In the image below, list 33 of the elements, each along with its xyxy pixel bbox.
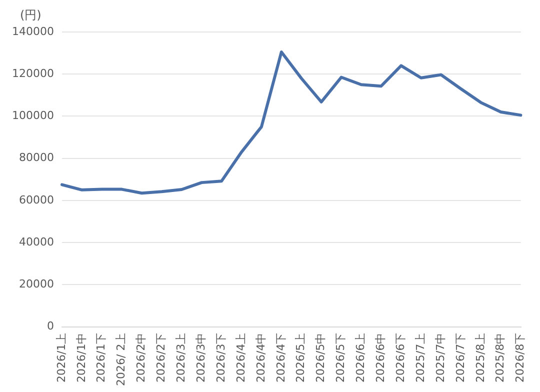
x-tick-label: 2026/3下: [214, 332, 228, 383]
x-tick-label: 2026/8下: [514, 332, 527, 383]
x-tick-label: 2026/1下: [94, 332, 108, 383]
x-tick-label: 2026/3中: [194, 332, 208, 383]
x-tick-label: 2026/7下: [454, 332, 467, 383]
y-tick-label: 40000: [18, 235, 54, 248]
x-tick-label: 2026/2中: [134, 332, 148, 383]
x-tick-label: 2026/2下: [154, 332, 168, 383]
x-tick-label: 2025/7上: [414, 332, 427, 383]
y-axis-title: (円): [20, 8, 42, 22]
x-tick-label: 2026/6中: [374, 332, 388, 383]
x-tick-label: 2026/6上: [354, 332, 368, 383]
x-tick-label: 2026/1中: [74, 332, 88, 383]
y-tick-label: 20000: [18, 278, 54, 291]
x-tick-label: 2025/8上: [474, 332, 487, 383]
x-tick-label: 2025/7中: [434, 332, 447, 383]
y-tick-label: 120000: [12, 66, 54, 80]
x-tick-label: 2026/3上: [174, 332, 188, 383]
x-tick-label: 2026/ 2上: [114, 332, 128, 386]
x-tick-label: 2026/5下: [334, 332, 348, 383]
x-tick-label: 2026/4中: [254, 332, 268, 383]
y-tick-label: 80000: [18, 151, 54, 164]
x-tick-label: 2026/4下: [274, 332, 288, 383]
x-tick-label: 2026/5上: [294, 332, 308, 383]
y-tick-label: 60000: [18, 193, 54, 206]
y-tick-label: 140000: [12, 24, 54, 38]
x-tick-label: 2026/5中: [314, 332, 328, 383]
y-tick-label: 0: [46, 320, 54, 333]
x-tick-label: 2026/6下: [394, 332, 407, 383]
x-tick-label: 2026/4上: [234, 332, 248, 383]
x-tick-label: 2025/8中: [494, 332, 507, 383]
x-tick-label: 2026/1上: [54, 332, 68, 383]
y-tick-label: 100000: [12, 109, 54, 122]
